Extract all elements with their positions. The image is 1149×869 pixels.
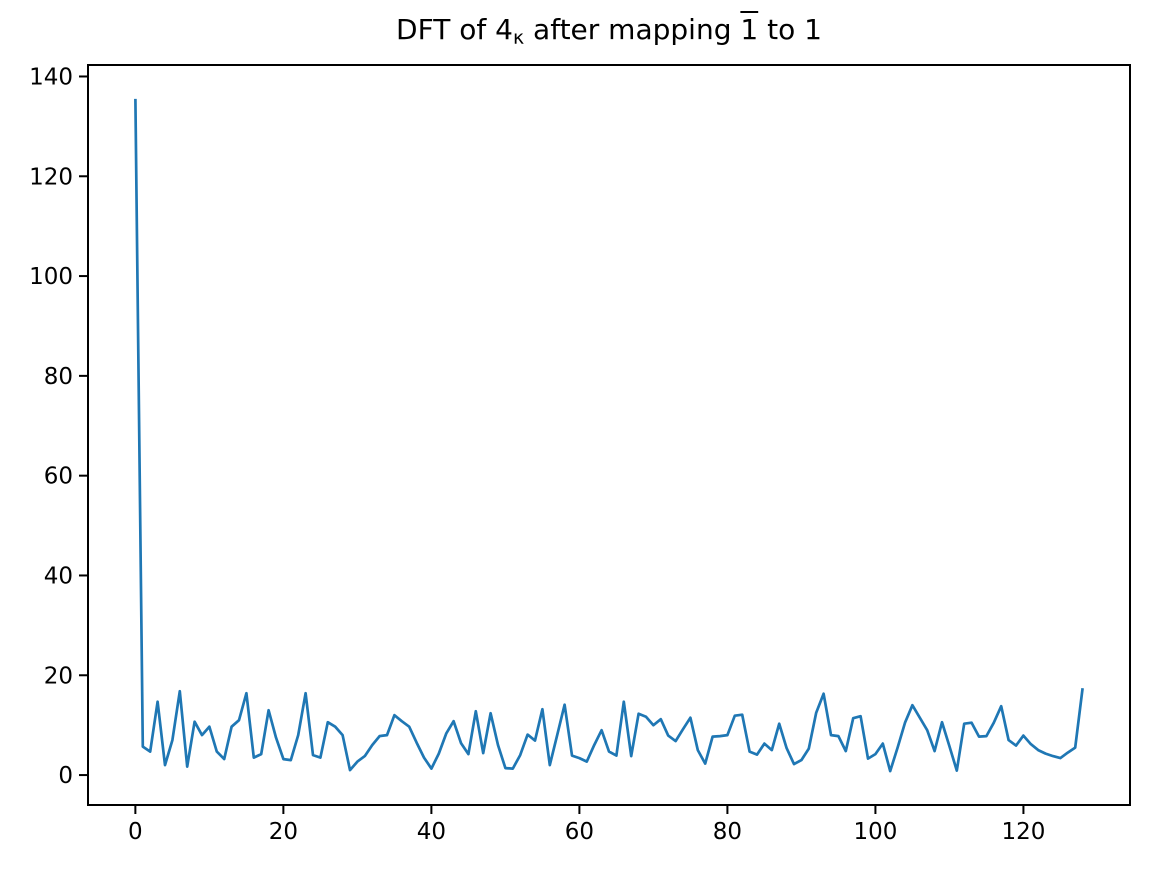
data-line <box>134 98 1084 773</box>
chart-title: DFT of 4κ after mapping 1 to 1 <box>88 13 1130 49</box>
title-subscript: κ <box>512 27 525 49</box>
x-tick-label: 20 <box>269 819 298 845</box>
title-part: DFT of 4 <box>396 13 513 46</box>
x-tick-label: 0 <box>128 819 143 845</box>
title-overlined-one: 1 <box>740 13 759 46</box>
x-tick-label: 100 <box>853 819 897 845</box>
y-tick-label: 100 <box>29 264 73 290</box>
x-tick-label: 60 <box>565 819 594 845</box>
y-tick-label: 60 <box>44 464 73 490</box>
y-tick-label: 140 <box>29 64 73 90</box>
axes-spines <box>87 64 1131 806</box>
title-part: after mapping <box>524 13 741 46</box>
y-tick-label: 0 <box>58 763 73 789</box>
y-tick-label: 120 <box>29 164 73 190</box>
y-tick-label: 80 <box>44 364 73 390</box>
title-part: to 1 <box>758 13 822 46</box>
x-tick-label: 40 <box>417 819 446 845</box>
x-tick-label: 120 <box>1001 819 1045 845</box>
y-tick-label: 40 <box>44 563 73 589</box>
y-tick-label: 20 <box>44 663 73 689</box>
x-tick-label: 80 <box>713 819 742 845</box>
